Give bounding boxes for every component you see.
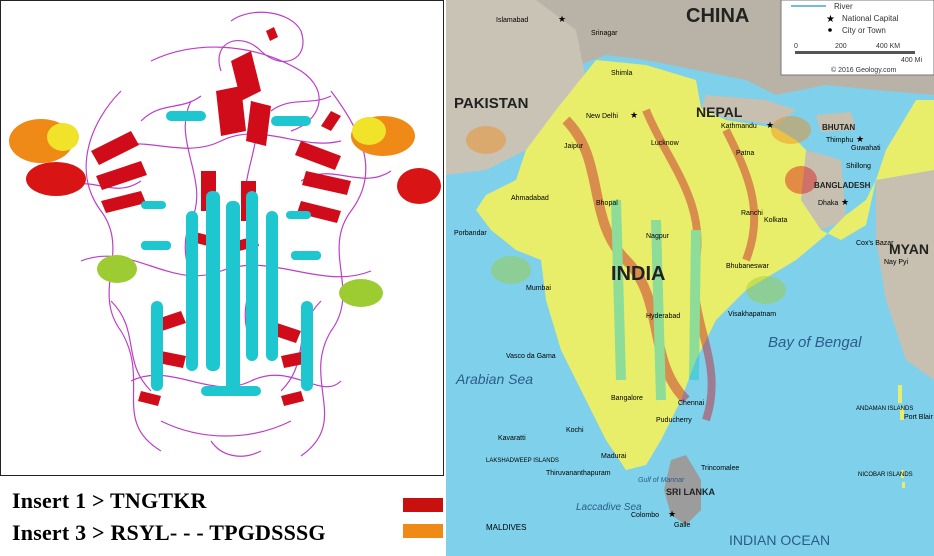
protein-overlay (466, 108, 817, 422)
city-guwahati: Guwahati (851, 145, 881, 152)
label-nepal: NEPAL (696, 104, 743, 120)
legend-city-label: City or Town (842, 26, 886, 35)
protein-panel: Insert 1 > TNGTKR Insert 3 > RSYL- - - T… (0, 0, 446, 556)
city-chennai: Chennai (678, 400, 705, 407)
label-nicobar: NICOBAR ISLANDS (858, 472, 913, 478)
pakistan-land (446, 0, 586, 175)
city-dhaka: Dhaka (818, 200, 838, 207)
label-bhutan: BHUTAN (822, 123, 855, 132)
nepal-land (701, 95, 796, 125)
capital-star-icon: ★ (766, 120, 774, 130)
city-kathmandu: Kathmandu (721, 123, 757, 130)
city-vasco: Vasco da Gama (506, 353, 556, 360)
city-ranchi: Ranchi (741, 210, 763, 217)
city-colombo: Colombo (631, 512, 659, 519)
city-madurai: Madurai (601, 453, 627, 460)
city-cox: Cox's Bazar (856, 240, 894, 247)
city-islamabad: Islamabad (496, 17, 528, 24)
label-andaman: ANDAMAN ISLANDS (856, 406, 913, 412)
city-nay: Nay Pyi (884, 259, 909, 266)
protein-helices (141, 111, 321, 396)
label-sri-lanka: SRI LANKA (666, 487, 715, 497)
city-shimla: Shimla (611, 70, 633, 77)
label-india: INDIA (611, 263, 665, 285)
city-jaipur: Jaipur (564, 143, 584, 150)
city-mumbai: Mumbai (526, 285, 551, 292)
label-maldives: MALDIVES (486, 523, 526, 532)
city-lucknow: Lucknow (651, 140, 680, 147)
bhutan-land (816, 112, 856, 132)
capital-star-icon: ★ (856, 134, 864, 144)
city-thiruvananthapuram: Thiruvananthapuram (546, 470, 611, 477)
sri-lanka-land (664, 455, 701, 525)
city-trincomalee: Trincomalee (701, 465, 739, 472)
label-arabian-sea: Arabian Sea (455, 371, 533, 387)
legend-river-label: River (834, 2, 853, 11)
city-nagpur: Nagpur (646, 233, 670, 240)
capital-star-icon: ★ (630, 110, 638, 120)
city-kolkata: Kolkata (764, 217, 787, 224)
city-bhopal: Bhopal (596, 200, 618, 207)
label-china: CHINA (686, 5, 749, 27)
city-bangalore: Bangalore (611, 395, 643, 402)
label-bangladesh: BANGLADESH (814, 181, 871, 190)
india-map-svg: River ★ National Capital City or Town 0 … (446, 0, 934, 556)
legend-scale-bar (795, 51, 915, 54)
city-shillong: Shillong (846, 163, 871, 170)
label-gulf-mannar: Gulf of Mannar (638, 477, 685, 484)
india-map-panel: River ★ National Capital City or Town 0 … (446, 0, 934, 556)
city-visakhapatnam: Visakhapatnam (728, 311, 776, 318)
insert1-color-swatch (403, 498, 443, 512)
legend-copyright: © 2016 Geology.com (831, 66, 897, 74)
label-indian-ocean: INDIAN OCEAN (729, 532, 830, 548)
protein-structure-svg (9, 11, 441, 457)
label-pakistan: PAKISTAN (454, 95, 528, 112)
city-kavaratti: Kavaratti (498, 435, 526, 442)
label-myanmar: MYAN (889, 241, 929, 257)
city-hyderabad: Hyderabad (646, 313, 680, 320)
capital-star-icon: ★ (841, 197, 849, 207)
city-thimphu: Thimphu (826, 137, 853, 144)
map-legend-box (780, 0, 934, 76)
legend-scale-0: 0 (794, 43, 798, 50)
city-bhubaneswar: Bhubaneswar (726, 263, 769, 270)
legend-scale-200: 200 (835, 43, 847, 50)
city-galle: Galle (674, 522, 690, 529)
city-new-delhi: New Delhi (586, 113, 618, 120)
label-bay-of-bengal: Bay of Bengal (768, 334, 862, 351)
label-laccadive-sea: Laccadive Sea (576, 502, 642, 513)
myanmar-land (876, 170, 934, 380)
protein-structure-image (0, 0, 444, 476)
protein-inserts (9, 116, 441, 307)
capital-star-icon: ★ (558, 14, 566, 24)
legend-national-capital-label: National Capital (842, 14, 899, 23)
city-port-blair: Port Blair (904, 414, 933, 421)
legend-city-dot (828, 28, 832, 32)
insert1-label: Insert 1 > TNGTKR (12, 488, 207, 513)
andaman-islands-shapes (898, 385, 905, 488)
city-porbandar: Porbandar (454, 230, 487, 237)
city-patna: Patna (736, 150, 754, 157)
city-ahmadabad: Ahmadabad (511, 195, 549, 202)
insert3-label: Insert 3 > RSYL- - - TPGDSSSG (12, 520, 326, 545)
legend-scale-mi: 400 Mi (901, 57, 922, 64)
city-kochi: Kochi (566, 427, 584, 434)
india-land (476, 60, 934, 470)
label-lakshadweep: LAKSHADWEEP ISLANDS (486, 458, 559, 464)
capital-star-icon: ★ (668, 509, 676, 519)
legend-scale-400km: 400 KM (876, 43, 900, 50)
capital-markers: ★ ★ ★ ★ ★ ★ (558, 14, 864, 519)
legend-star-icon: ★ (826, 14, 835, 25)
city-srinagar: Srinagar (591, 30, 618, 37)
city-labels: Islamabad New Delhi Kathmandu Thimphu Dh… (454, 17, 933, 532)
insert3-color-swatch (403, 524, 443, 538)
bangladesh-land (801, 150, 846, 230)
insert-legend: Insert 1 > TNGTKR Insert 3 > RSYL- - - T… (0, 478, 446, 556)
city-pondicherry: Puducherry (656, 417, 692, 424)
protein-beta-sheets (91, 27, 351, 406)
